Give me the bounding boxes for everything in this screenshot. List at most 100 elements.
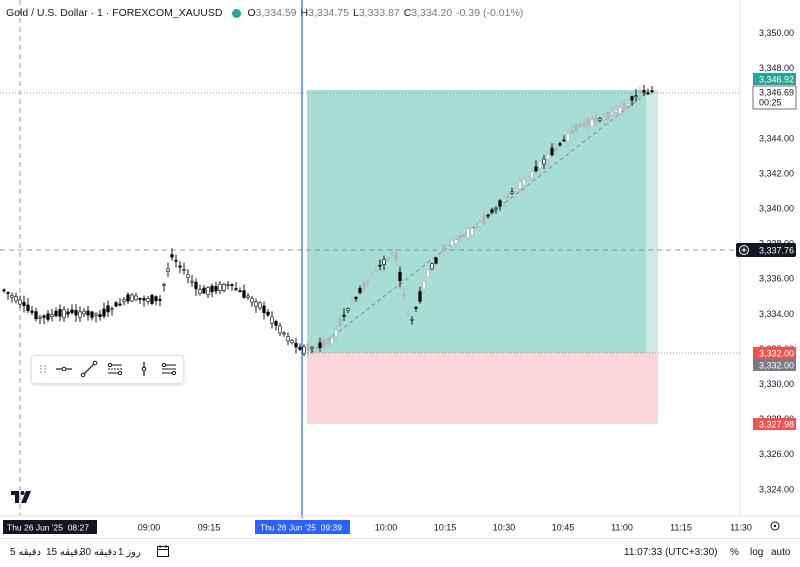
tradingview-logo-icon[interactable] <box>10 488 32 506</box>
candle-body <box>282 332 286 335</box>
parallel-channel-icon[interactable] <box>105 359 125 379</box>
candle-body <box>346 308 350 311</box>
add-alert-icon[interactable] <box>739 245 749 255</box>
candle-body <box>358 288 362 294</box>
time-tick-label: 10:15 <box>434 523 457 533</box>
candle-body <box>514 188 518 191</box>
range-1r[interactable]: 1 روز <box>118 547 141 558</box>
candle-body <box>222 284 226 291</box>
drag-handle-icon[interactable] <box>34 359 54 379</box>
candle-body <box>234 288 238 290</box>
candle-body <box>442 244 446 253</box>
price-tick-label: 3,348.00 <box>759 63 794 73</box>
candle-body <box>362 282 366 290</box>
candle-body <box>210 285 214 293</box>
stop-price-label: 3,327.98 <box>759 420 794 430</box>
time-tick-label: 11:15 <box>670 523 692 533</box>
candle-body <box>598 118 602 121</box>
candle-body <box>122 299 126 302</box>
candle-body <box>274 321 278 326</box>
entry-price-label-grey-bg <box>753 359 796 371</box>
price-tick-label: 3,350.00 <box>759 28 794 38</box>
candle-body <box>478 222 482 226</box>
high-value: 3,334.75 <box>308 7 349 19</box>
candle-body <box>34 311 38 320</box>
candle-body <box>118 303 122 306</box>
candle-body <box>610 112 614 115</box>
last-price-label: 3,346.69 <box>759 88 794 98</box>
candle-body <box>74 310 78 316</box>
range-30d[interactable]: 30 دقیقه <box>80 547 117 558</box>
candle-body <box>414 307 418 309</box>
axis-settings-icon[interactable] <box>770 521 780 531</box>
candle-body <box>130 294 134 302</box>
trend-line-icon[interactable] <box>79 359 99 379</box>
candle-body <box>290 340 294 343</box>
candle-body <box>334 329 338 337</box>
candle-body <box>250 297 254 303</box>
candle-body <box>226 284 230 286</box>
range-15d[interactable]: 15 دقیقه <box>46 547 83 558</box>
symbol-legend[interactable]: Gold / U.S. Dollar · 1 · FOREXCOM_XAUUSD… <box>6 7 527 19</box>
log-toggle[interactable]: log <box>750 547 764 558</box>
candle-body <box>406 314 410 316</box>
price-tick-label: 3,326.00 <box>759 449 794 459</box>
candle-body <box>18 299 22 305</box>
candle-body <box>278 325 282 334</box>
time-axis[interactable]: 09:00 09:15 10:00 10:15 10:30 10:45 11:00 11:15… <box>138 523 752 533</box>
candle-body <box>50 314 54 317</box>
candle-body <box>142 298 146 301</box>
entry-price-label: 3,332.00 <box>759 349 794 359</box>
candle-body <box>246 295 250 298</box>
candle-body <box>558 143 562 146</box>
change-value: -0.39 (-0.01%) <box>456 7 524 19</box>
candle-body <box>70 309 74 313</box>
left-time-label-bg <box>3 520 97 534</box>
candle-body <box>106 305 110 313</box>
candle-body <box>94 313 98 316</box>
auto-toggle[interactable]: auto <box>771 547 791 558</box>
candle-body <box>298 346 302 350</box>
percent-toggle[interactable]: % <box>730 547 739 558</box>
candle-body <box>626 103 630 106</box>
candle-body <box>350 300 354 302</box>
candle-body <box>502 198 506 202</box>
candle-body <box>538 161 542 169</box>
candle-body <box>158 299 162 301</box>
path-icon[interactable] <box>159 359 179 379</box>
date-range-calendar-icon[interactable] <box>156 544 170 561</box>
market-status-icon[interactable] <box>232 8 242 18</box>
vertical-line-icon[interactable] <box>134 359 154 379</box>
candle-body <box>138 298 142 300</box>
candle-body <box>10 295 14 298</box>
horizontal-line-icon[interactable] <box>54 359 74 379</box>
candle-body <box>82 310 86 315</box>
candle-body <box>618 107 622 114</box>
candle-body <box>594 115 598 124</box>
candle-body <box>78 311 82 318</box>
symbol-title[interactable]: Gold / U.S. Dollar · 1 · FOREXCOM_XAUUSD <box>6 7 223 19</box>
low-label: L <box>352 7 359 19</box>
candle-body <box>294 343 298 348</box>
candle-body <box>506 195 510 198</box>
clock-time[interactable]: 11:07:33 (UTC+3:30) <box>624 547 718 558</box>
target-price-label: 3,346.92 <box>759 75 794 85</box>
candle-body <box>394 251 398 262</box>
candle-body <box>102 308 106 317</box>
drawing-toolbar[interactable] <box>31 355 184 384</box>
price-tick-label: 3,344.00 <box>759 133 794 143</box>
candle-body <box>430 263 434 270</box>
range-5d[interactable]: 5 دقیقه <box>10 547 42 558</box>
cursor-time-label-bg <box>255 520 350 534</box>
candle-body <box>462 233 466 237</box>
candle-body <box>510 191 514 194</box>
loss-zone[interactable] <box>307 353 658 424</box>
candle-body <box>426 269 430 278</box>
candle-body <box>634 95 638 98</box>
entry-price-label-bg <box>753 347 796 359</box>
candle-body <box>326 339 330 345</box>
candle-body <box>418 291 422 302</box>
candle-body <box>622 103 626 109</box>
candle-body <box>42 315 46 318</box>
